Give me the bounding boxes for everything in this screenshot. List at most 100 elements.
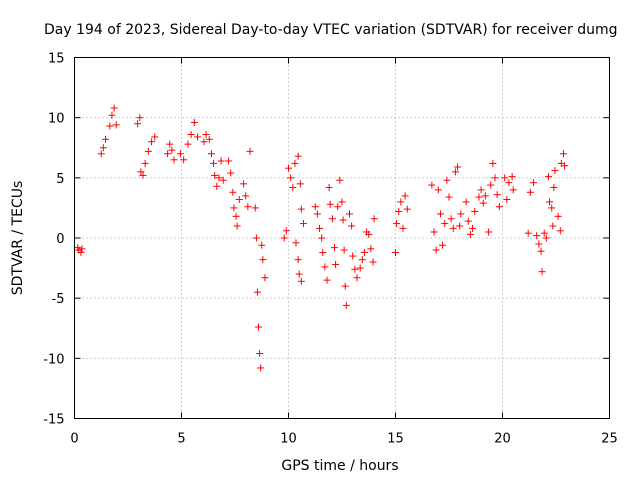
- data-point: [287, 174, 295, 182]
- data-point: [399, 224, 407, 232]
- data-point: [136, 114, 144, 122]
- data-point: [439, 241, 447, 249]
- data-point: [509, 186, 517, 194]
- data-point: [351, 265, 359, 273]
- data-point: [229, 188, 237, 196]
- data-point: [334, 203, 342, 211]
- data-point: [462, 198, 470, 206]
- data-point: [503, 195, 511, 203]
- data-point: [341, 282, 349, 290]
- data-point: [546, 198, 554, 206]
- data-point: [252, 234, 260, 242]
- x-tick-labels: 0 5 10 15 20 25: [70, 432, 617, 447]
- data-point: [545, 173, 553, 181]
- data-point: [319, 248, 327, 256]
- data-points: [74, 104, 569, 372]
- y-tick-label: -15: [43, 413, 64, 428]
- data-point: [397, 198, 405, 206]
- data-point: [477, 186, 485, 194]
- data-point: [481, 192, 489, 200]
- y-tick-label: 0: [56, 232, 64, 247]
- data-point: [369, 258, 377, 266]
- data-point: [184, 140, 192, 148]
- data-point: [217, 157, 225, 165]
- data-point: [99, 144, 107, 152]
- data-point: [299, 220, 307, 228]
- axis-ticks: [74, 57, 610, 419]
- data-point: [292, 239, 300, 247]
- data-point: [134, 120, 142, 128]
- data-point: [508, 173, 516, 181]
- chart-title: Day 194 of 2023, Sidereal Day-to-day VTE…: [44, 22, 618, 38]
- data-point: [501, 174, 509, 182]
- data-point: [538, 268, 546, 276]
- data-point: [348, 222, 356, 230]
- data-point: [168, 146, 176, 154]
- data-point: [244, 203, 252, 211]
- data-point: [280, 234, 288, 242]
- data-point: [395, 208, 403, 216]
- data-point: [108, 111, 116, 119]
- data-point: [471, 208, 479, 216]
- data-point: [296, 180, 304, 188]
- data-point: [349, 252, 357, 260]
- data-point: [548, 204, 556, 212]
- data-point: [428, 181, 436, 189]
- data-point: [336, 176, 344, 184]
- data-point: [242, 192, 250, 200]
- data-point: [325, 183, 333, 191]
- data-point: [316, 224, 324, 232]
- data-point: [466, 230, 474, 238]
- data-point: [313, 210, 321, 218]
- data-point: [225, 157, 233, 165]
- data-point: [194, 133, 202, 141]
- data-point: [190, 118, 198, 126]
- data-point: [166, 140, 174, 148]
- data-point: [365, 230, 373, 238]
- data-point: [550, 183, 558, 191]
- data-point: [251, 204, 259, 212]
- data-point: [232, 212, 240, 220]
- data-point: [554, 212, 562, 220]
- data-point: [282, 227, 290, 235]
- data-point: [332, 260, 340, 268]
- x-tick-label: 20: [494, 432, 511, 447]
- x-tick-label: 15: [387, 432, 404, 447]
- data-point: [432, 246, 440, 254]
- data-point: [323, 276, 331, 284]
- data-point: [393, 220, 401, 228]
- data-point: [235, 195, 243, 203]
- data-point: [524, 229, 532, 237]
- data-point: [326, 200, 334, 208]
- x-tick-label: 5: [177, 432, 185, 447]
- data-point: [240, 180, 248, 188]
- data-point: [215, 174, 223, 182]
- data-point: [403, 205, 411, 213]
- data-point: [259, 256, 267, 264]
- data-point: [289, 183, 297, 191]
- data-point: [556, 227, 564, 235]
- y-tick-label: -10: [43, 352, 64, 367]
- y-tick-label: -5: [52, 292, 65, 307]
- data-point: [202, 131, 210, 139]
- x-axis-title: GPS time / hours: [281, 458, 398, 474]
- data-point: [489, 159, 497, 167]
- data-point: [491, 174, 499, 182]
- data-point: [495, 203, 503, 211]
- data-point: [537, 247, 545, 255]
- grid-lines: [74, 57, 610, 419]
- data-point: [367, 245, 375, 253]
- data-point: [261, 274, 269, 282]
- data-point: [139, 171, 147, 179]
- data-point: [340, 246, 348, 254]
- data-point: [447, 215, 455, 223]
- data-point: [102, 135, 110, 143]
- data-point: [559, 150, 567, 158]
- data-point: [137, 168, 145, 176]
- data-point: [294, 256, 302, 264]
- data-point: [297, 277, 305, 285]
- data-point: [535, 240, 543, 248]
- data-point: [106, 122, 114, 130]
- data-point: [345, 210, 353, 218]
